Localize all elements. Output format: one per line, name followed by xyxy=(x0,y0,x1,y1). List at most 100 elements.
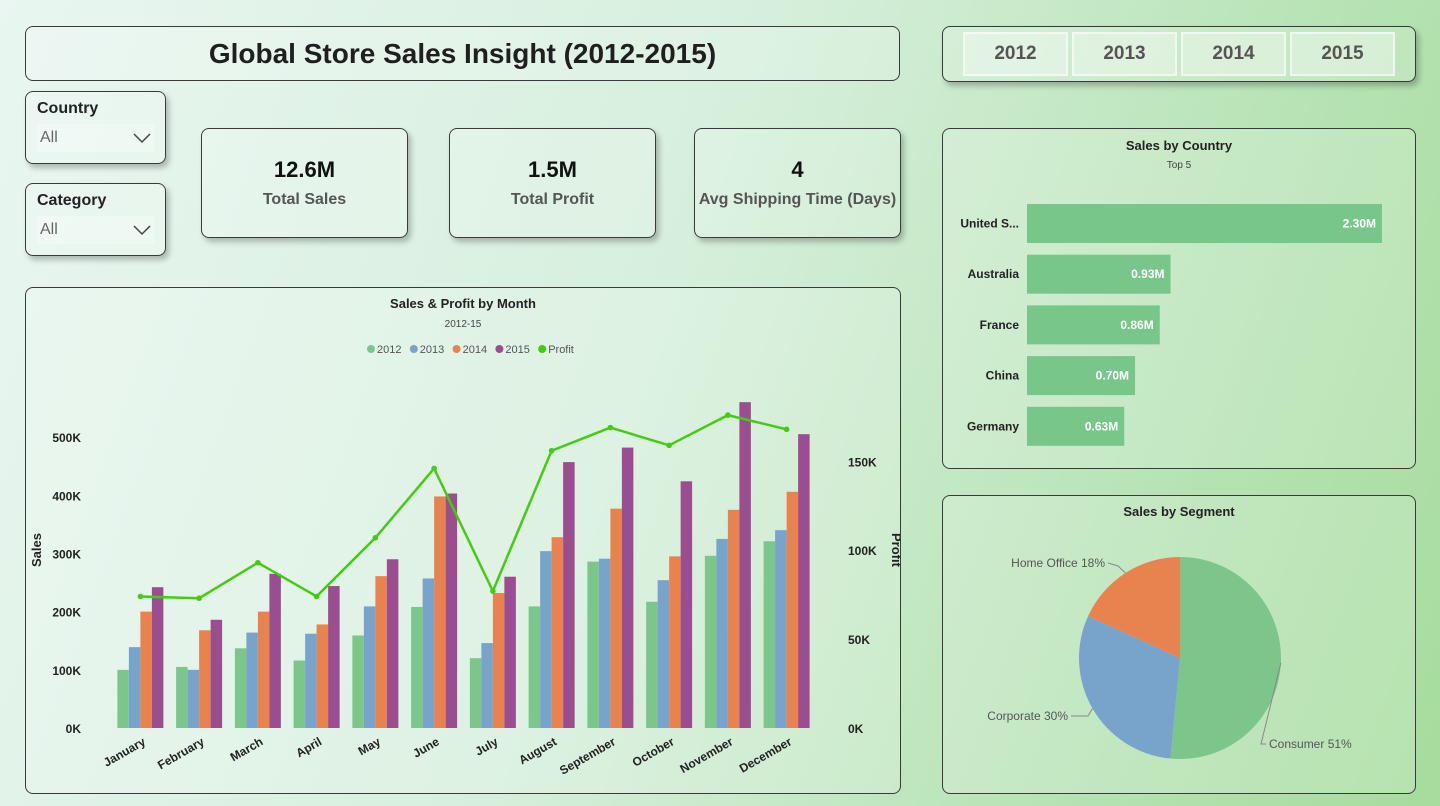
country-bar-2 xyxy=(1027,305,1160,345)
y-tick-label: 200K xyxy=(52,606,81,620)
kpi-avg-shipping: 4 Avg Shipping Time (Days) xyxy=(694,128,901,238)
y-tick-label: 300K xyxy=(52,547,81,561)
year-button-2015[interactable]: 2015 xyxy=(1290,32,1395,76)
month-chart: 2012 2013 2014 2015 Profit 0K 100K 200K 300K 400K… xyxy=(29,344,900,778)
year-button-2013[interactable]: 2013 xyxy=(1072,32,1177,76)
country-bar-3 xyxy=(1027,356,1136,396)
segment-chart-title: Sales by Segment xyxy=(1123,504,1235,519)
legend-marker-2013 xyxy=(409,345,418,353)
country-chart-title: Sales by Country xyxy=(1125,138,1233,153)
profit-point xyxy=(666,442,672,449)
bar-june-2015 xyxy=(445,493,458,728)
year-button-2012[interactable]: 2012 xyxy=(963,32,1068,76)
country-dropdown-value: All xyxy=(40,129,58,146)
pie-leader-line xyxy=(1107,562,1126,574)
sales-by-segment-panel: Sales by Segment Consumer 51% Corporate 3… xyxy=(942,495,1416,794)
bar-september-2013 xyxy=(598,558,611,728)
pie-leader-line xyxy=(1071,708,1093,717)
legend-label-2015: 2015 xyxy=(505,344,529,356)
profit-point xyxy=(490,588,496,594)
country-filter: Country All xyxy=(25,91,166,164)
bar-july-2015 xyxy=(504,576,516,728)
country-label: China xyxy=(986,369,1020,383)
bar-april-2015 xyxy=(328,586,340,728)
month-chart-title: Sales & Profit by Month xyxy=(390,296,536,311)
bar-january-2014 xyxy=(140,611,152,728)
bar-august-2014 xyxy=(551,537,564,728)
x-tick-label: June xyxy=(410,734,442,760)
profit-point xyxy=(431,465,437,472)
bar-march-2014 xyxy=(257,611,270,728)
kpi-label: Total Sales xyxy=(262,191,347,208)
profit-point xyxy=(725,412,731,418)
bar-december-2013 xyxy=(775,530,787,728)
kpi-value: 12.6M xyxy=(273,157,336,182)
x-tick-label: February xyxy=(155,734,207,772)
profit-point xyxy=(255,559,261,566)
legend-label-2014: 2014 xyxy=(463,344,487,356)
bar-july-2014 xyxy=(492,593,505,728)
bar-november-2015 xyxy=(739,402,751,728)
x-tick-label: August xyxy=(516,734,559,767)
x-tick-label: January xyxy=(101,734,148,769)
profit-point xyxy=(372,534,379,541)
year-slicer: 2012 2013 2014 2015 xyxy=(942,26,1416,82)
pie-label: Consumer 51% xyxy=(1269,737,1352,751)
category-filter-label: Category xyxy=(37,192,107,209)
legend-label-2013: 2013 xyxy=(420,344,444,356)
segment-chart: Consumer 51% Corporate 30% Home Office 18% xyxy=(987,556,1352,759)
country-dropdown[interactable]: All xyxy=(37,124,154,152)
year-button-2014[interactable]: 2014 xyxy=(1181,32,1286,76)
dashboard-title: Global Store Sales Insight (2012-2015) xyxy=(208,37,717,69)
kpi-label: Avg Shipping Time (Days) xyxy=(698,191,897,208)
bar-august-2013 xyxy=(540,551,552,728)
bar-april-2012 xyxy=(293,660,306,728)
bar-august-2015 xyxy=(563,462,575,728)
chevron-down-icon xyxy=(133,133,151,144)
bar-october-2012 xyxy=(646,601,658,728)
bar-february-2012 xyxy=(176,666,188,728)
pie-label: Corporate 30% xyxy=(987,709,1068,723)
legend-label-profit: Profit xyxy=(548,344,574,356)
country-value-label: 2.30M xyxy=(1343,217,1376,231)
sales-by-country-panel: Sales by Country Top 5 United S... 2.30M A… xyxy=(942,128,1416,469)
kpi-total-sales: 12.6M Total Sales xyxy=(201,128,408,238)
bar-february-2013 xyxy=(187,669,200,728)
kpi-value: 1.5M xyxy=(528,157,577,182)
bar-october-2015 xyxy=(680,481,693,728)
y2-tick-label: 100K xyxy=(848,544,877,558)
profit-point xyxy=(137,593,144,600)
bar-november-2012 xyxy=(704,555,717,728)
pie-leader-line xyxy=(1260,662,1282,745)
bar-september-2014 xyxy=(610,508,622,728)
bar-may-2014 xyxy=(375,576,387,728)
bar-december-2014 xyxy=(786,491,799,728)
y2-tick-label: 50K xyxy=(848,633,870,647)
bar-march-2013 xyxy=(246,632,258,728)
profit-point xyxy=(548,447,555,454)
x-tick-label: March xyxy=(228,734,266,764)
bar-november-2014 xyxy=(727,509,740,728)
country-value-label: 0.93M xyxy=(1131,267,1164,281)
bar-may-2015 xyxy=(386,559,399,728)
country-value-label: 0.70M xyxy=(1096,369,1129,383)
bar-june-2012 xyxy=(411,606,423,728)
pie-slice-2 xyxy=(1088,557,1180,658)
y-axis-title: Sales xyxy=(29,533,44,567)
country-bar-0 xyxy=(1027,204,1382,243)
chevron-down-icon xyxy=(133,225,151,236)
bar-february-2015 xyxy=(210,619,223,728)
bar-may-2012 xyxy=(352,635,364,728)
y-tick-label: 500K xyxy=(52,431,81,445)
bar-september-2015 xyxy=(621,447,634,728)
bar-february-2014 xyxy=(199,630,211,728)
x-tick-label: November xyxy=(678,734,736,776)
x-tick-label: May xyxy=(356,734,383,758)
x-tick-label: April xyxy=(293,734,324,760)
country-label: Germany xyxy=(967,419,1019,433)
month-chart-subtitle: 2012-15 xyxy=(444,319,482,330)
country-value-label: 0.63M xyxy=(1085,419,1118,433)
category-dropdown[interactable]: All xyxy=(37,216,154,244)
bar-september-2012 xyxy=(587,561,599,728)
profit-point xyxy=(607,424,614,431)
